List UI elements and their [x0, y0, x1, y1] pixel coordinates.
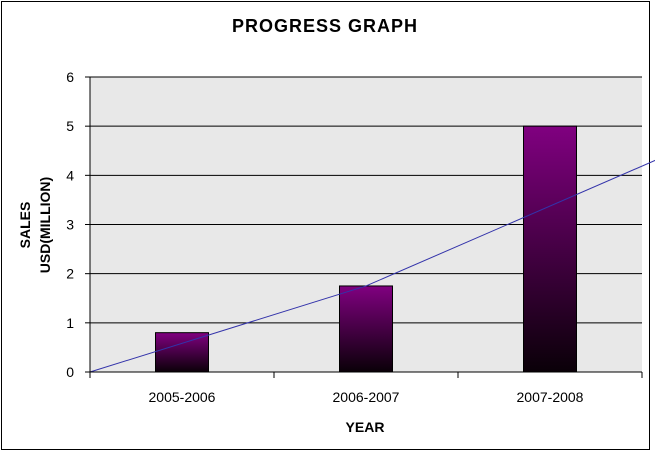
x-tick-label: 2005-2006 [149, 389, 216, 405]
y-tick-label: 6 [66, 69, 74, 85]
y-axis-title-line-2: USD(MILLION) [37, 177, 53, 273]
chart-title: PROGRESS GRAPH [232, 16, 418, 36]
y-tick-label: 1 [66, 315, 74, 331]
y-axis-title: SALES USD(MILLION) [17, 177, 53, 273]
y-tick-label: 5 [66, 118, 74, 134]
bar [523, 125, 577, 373]
x-axis-labels: 2005-2006 2006-2007 2007-2008 [149, 389, 584, 405]
y-tick-label: 4 [66, 167, 74, 183]
x-axis-title: YEAR [346, 419, 385, 435]
trend-line-layer [89, 159, 655, 373]
y-axis-title-line-1: SALES [17, 202, 33, 249]
axes [89, 77, 643, 378]
x-tick-label: 2007-2008 [517, 389, 584, 405]
y-tick-label: 3 [66, 217, 74, 233]
y-axis-ticks: 0 1 2 3 4 5 6 [66, 69, 90, 380]
x-tick-label: 2006-2007 [333, 389, 400, 405]
bar [155, 332, 209, 373]
y-tick-label: 0 [66, 364, 74, 380]
trend-line [89, 159, 655, 373]
y-tick-label: 2 [66, 266, 74, 282]
bars [155, 125, 577, 373]
bar [339, 285, 393, 373]
